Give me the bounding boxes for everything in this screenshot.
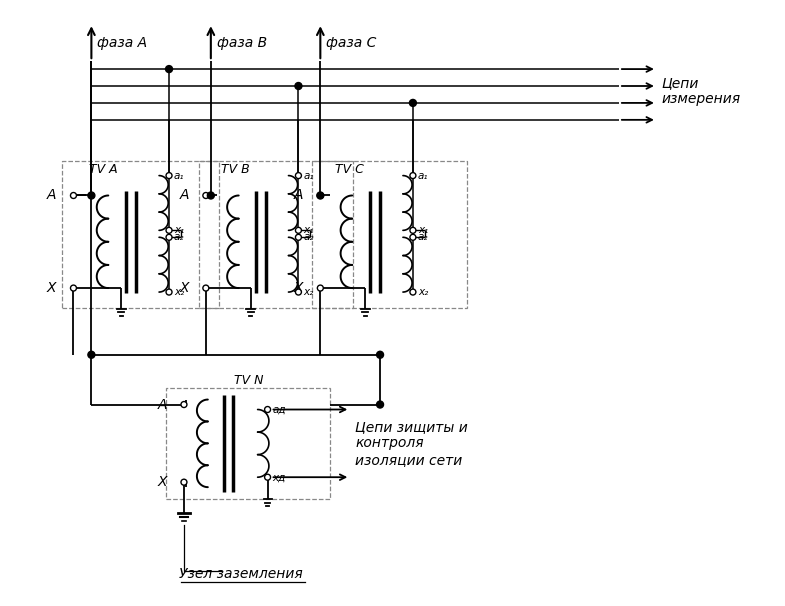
Circle shape [295, 227, 301, 233]
Circle shape [166, 65, 173, 73]
Text: X: X [180, 281, 189, 295]
Circle shape [265, 407, 271, 413]
Text: TV B: TV B [221, 162, 250, 176]
Circle shape [377, 401, 384, 408]
Circle shape [71, 285, 76, 291]
Circle shape [410, 289, 416, 295]
Bar [199, 161, 353, 308]
Circle shape [317, 193, 323, 199]
Circle shape [181, 479, 187, 485]
Circle shape [265, 474, 271, 480]
Circle shape [377, 351, 384, 358]
Text: x₂: x₂ [418, 287, 428, 297]
Circle shape [317, 285, 323, 291]
Bar [166, 388, 330, 499]
Circle shape [166, 289, 172, 295]
Text: Узел заземления: Узел заземления [179, 567, 302, 581]
Text: фаза B: фаза B [217, 36, 267, 50]
Circle shape [410, 173, 416, 179]
Text: X: X [158, 475, 167, 489]
Text: a₁: a₁ [304, 170, 314, 181]
Circle shape [410, 235, 416, 241]
Text: Цепи зищиты и
контроля
изоляции сети: Цепи зищиты и контроля изоляции сети [355, 420, 468, 467]
Text: x₂: x₂ [174, 287, 184, 297]
Text: aд: aд [272, 405, 286, 415]
Text: Цепи
измерения: Цепи измерения [662, 76, 741, 106]
Text: A: A [47, 188, 57, 202]
Circle shape [166, 235, 172, 241]
Text: x₁: x₁ [174, 225, 184, 235]
Text: A: A [158, 398, 167, 411]
Circle shape [295, 289, 301, 295]
Text: фаза A: фаза A [97, 36, 148, 50]
Circle shape [88, 192, 95, 199]
Text: A: A [294, 188, 304, 202]
Text: a₁: a₁ [418, 170, 429, 181]
Text: фаза C: фаза C [327, 36, 377, 50]
Text: a₂: a₂ [174, 232, 184, 242]
Circle shape [295, 235, 301, 241]
Circle shape [203, 193, 209, 199]
Text: X: X [294, 281, 304, 295]
Text: a₂: a₂ [418, 232, 429, 242]
Text: x₁: x₁ [418, 225, 428, 235]
Circle shape [410, 227, 416, 233]
Circle shape [317, 192, 324, 199]
Circle shape [410, 99, 416, 107]
Text: TV C: TV C [335, 162, 364, 176]
Circle shape [295, 82, 302, 90]
Text: TV N: TV N [234, 374, 263, 387]
Circle shape [88, 351, 95, 358]
Circle shape [181, 402, 187, 407]
Circle shape [295, 173, 301, 179]
Text: X: X [47, 281, 57, 295]
Circle shape [203, 285, 209, 291]
Text: a₂: a₂ [304, 232, 314, 242]
Text: A: A [180, 188, 189, 202]
Text: xд: xд [272, 472, 286, 482]
Text: TV A: TV A [89, 162, 118, 176]
Text: x₁: x₁ [304, 225, 314, 235]
Circle shape [166, 227, 172, 233]
Circle shape [207, 192, 214, 199]
Circle shape [71, 193, 76, 199]
Bar [61, 161, 219, 308]
Text: x₂: x₂ [304, 287, 314, 297]
Text: a₁: a₁ [174, 170, 184, 181]
Bar [312, 161, 466, 308]
Circle shape [166, 173, 172, 179]
